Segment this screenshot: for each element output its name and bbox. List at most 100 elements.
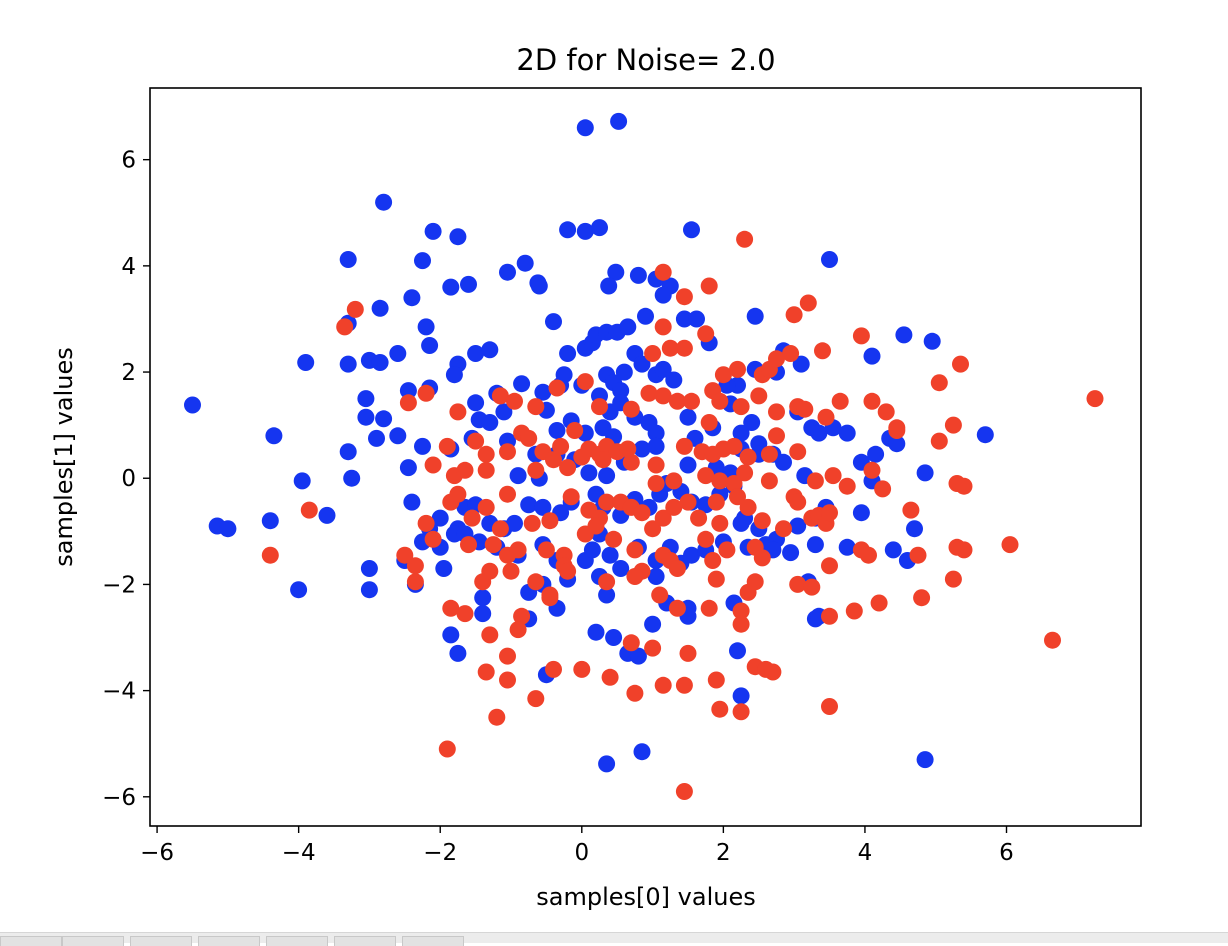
- blue-point: [583, 541, 601, 559]
- blue-point: [732, 424, 750, 442]
- blue-point: [403, 289, 421, 307]
- red-point: [732, 602, 750, 620]
- taskbar-button[interactable]: [334, 936, 396, 946]
- red-point: [952, 355, 969, 373]
- red-point: [817, 408, 835, 426]
- blue-point: [481, 341, 499, 359]
- blue-point: [339, 251, 357, 268]
- taskbar-button[interactable]: [0, 936, 62, 946]
- red-point: [799, 294, 817, 312]
- blue-point: [607, 263, 625, 281]
- red-point: [739, 448, 757, 466]
- red-point: [598, 493, 616, 511]
- blue-point: [495, 403, 513, 421]
- red-point: [1086, 390, 1104, 408]
- blue-point: [506, 514, 523, 532]
- blue-point: [591, 219, 608, 237]
- red-point: [424, 530, 442, 548]
- red-point: [654, 263, 672, 281]
- blue-point: [435, 560, 453, 577]
- red-point: [760, 472, 778, 490]
- taskbar-button[interactable]: [62, 936, 124, 946]
- red-point: [654, 387, 672, 405]
- blue-point: [675, 310, 693, 328]
- red-point: [449, 403, 467, 421]
- red-point: [821, 607, 838, 625]
- red-point: [675, 437, 693, 455]
- blue-point: [414, 252, 431, 270]
- red-point: [700, 599, 718, 617]
- blue-point: [629, 647, 647, 665]
- x-axis-title: samples[0] values: [536, 883, 755, 911]
- red-point: [863, 461, 881, 479]
- blue-point: [343, 469, 361, 487]
- x-axis-ticks: −6 −4 −2 0 2 4 6: [140, 826, 1014, 866]
- blue-point: [442, 278, 460, 296]
- red-point: [930, 374, 948, 392]
- red-point: [789, 443, 807, 461]
- blue-point: [906, 520, 923, 538]
- taskbar-button[interactable]: [402, 936, 464, 946]
- taskbar-button[interactable]: [266, 936, 328, 946]
- blue-point: [683, 221, 700, 239]
- red-point: [732, 398, 750, 416]
- blue-point: [600, 277, 618, 295]
- red-point: [651, 586, 669, 604]
- taskbar-button[interactable]: [130, 936, 192, 946]
- blue-point: [513, 375, 531, 393]
- blue-point: [629, 266, 647, 284]
- red-point: [573, 448, 591, 466]
- red-point: [1001, 536, 1019, 554]
- blue-point: [467, 345, 485, 362]
- red-point: [764, 663, 782, 681]
- red-point: [598, 573, 616, 591]
- red-point: [729, 360, 746, 378]
- blue-point: [449, 228, 467, 246]
- red-point: [499, 443, 516, 461]
- blue-point: [633, 743, 651, 761]
- red-point: [499, 671, 516, 689]
- blue-point: [339, 443, 357, 461]
- blue-point: [184, 396, 201, 414]
- red-point: [852, 327, 870, 345]
- red-point: [704, 552, 722, 569]
- blue-point: [732, 687, 750, 705]
- taskbar-button[interactable]: [198, 936, 260, 946]
- red-point: [647, 475, 665, 492]
- red-point: [491, 520, 509, 538]
- blue-point: [916, 751, 934, 769]
- red-point: [697, 325, 715, 343]
- red-point: [396, 546, 414, 564]
- blue-point: [792, 355, 810, 373]
- red-point: [601, 668, 619, 686]
- blue-point: [683, 546, 700, 564]
- red-point: [484, 536, 502, 554]
- blue-point: [371, 299, 389, 317]
- red-point: [548, 379, 566, 397]
- red-point: [736, 230, 754, 248]
- red-point: [711, 514, 729, 532]
- red-point: [417, 384, 435, 402]
- red-point: [729, 488, 746, 506]
- blue-point: [867, 445, 885, 463]
- red-point: [785, 306, 803, 324]
- blue-point: [976, 426, 994, 444]
- red-point: [753, 512, 771, 530]
- x-tick-label: −4: [282, 840, 316, 866]
- blue-point: [923, 332, 941, 350]
- plot-frame: [149, 87, 1142, 827]
- blue-point: [481, 414, 499, 431]
- x-tick-label: 0: [574, 840, 589, 866]
- blue-point: [587, 623, 605, 641]
- blue-point: [775, 453, 792, 471]
- red-point: [460, 536, 477, 554]
- blue-point: [360, 560, 378, 577]
- red-point: [438, 740, 456, 758]
- blue-point: [449, 644, 467, 662]
- red-point: [789, 493, 807, 511]
- red-point: [406, 573, 424, 591]
- red-point: [509, 621, 527, 639]
- red-point: [449, 485, 467, 503]
- red-point: [477, 461, 495, 479]
- blue-point: [431, 509, 449, 527]
